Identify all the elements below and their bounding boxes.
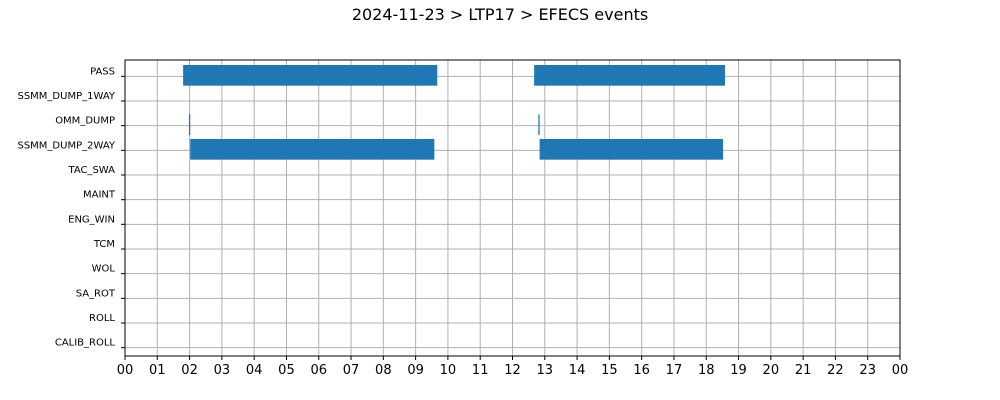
event-bar (539, 139, 724, 160)
y-tick-label: WOL (92, 264, 116, 275)
event-bars (183, 65, 725, 160)
x-tick-label: 00 (892, 363, 909, 378)
x-tick-label: 17 (666, 363, 683, 378)
x-tick-label: 22 (827, 363, 844, 378)
x-tick-label: 13 (537, 363, 554, 378)
x-tick-label: 19 (730, 363, 747, 378)
y-tick-label: CALIB_ROLL (55, 338, 116, 349)
y-tick-label: SA_ROT (76, 288, 116, 299)
x-tick-label: 04 (246, 363, 263, 378)
x-tick-label: 06 (310, 363, 327, 378)
x-tick-label: 21 (795, 363, 812, 378)
x-tick-label: 08 (375, 363, 392, 378)
y-axis: PASS SSMM_DUMP_1WAY OMM_DUMP SSMM_DUMP_2WAY… (17, 66, 125, 349)
y-tick-label: SSMM_DUMP_1WAY (17, 91, 115, 102)
x-tick-label: 03 (214, 363, 231, 378)
x-tick-label: 12 (504, 363, 521, 378)
y-tick-label: ENG_WIN (68, 214, 115, 225)
x-tick-label: 00 (117, 363, 134, 378)
x-tick-label: 10 (440, 363, 457, 378)
x-tick-label: 07 (343, 363, 360, 378)
x-tick-label: 11 (472, 363, 489, 378)
event-bar (190, 139, 435, 160)
x-tick-label: 20 (763, 363, 780, 378)
x-tick-label: 05 (278, 363, 295, 378)
chart-title: 2024-11-23 > LTP17 > EFECS events (351, 5, 649, 24)
x-tick-label: 16 (633, 363, 650, 378)
y-tick-label: SSMM_DUMP_2WAY (17, 140, 115, 151)
x-tick-label: 15 (601, 363, 618, 378)
event-bar (538, 114, 540, 135)
y-tick-label: ROLL (89, 313, 115, 324)
x-tick-label: 14 (569, 363, 586, 378)
x-axis: 00 01 02 03 04 05 06 07 08 09 10 11 12 13 14 15 16 17 18 19… (117, 356, 909, 378)
x-tick-label: 01 (149, 363, 166, 378)
grid-lines (124, 60, 901, 356)
event-bar (188, 114, 191, 135)
y-tick-label: TAC_SWA (67, 165, 115, 176)
event-bar (183, 65, 438, 86)
y-tick-label: OMM_DUMP (55, 116, 115, 127)
x-tick-label: 23 (859, 363, 876, 378)
y-tick-label: PASS (90, 66, 115, 77)
x-tick-label: 18 (698, 363, 715, 378)
event-bar (534, 65, 725, 86)
y-tick-label: TCM (93, 239, 115, 250)
y-tick-label: MAINT (83, 190, 116, 201)
x-tick-label: 09 (407, 363, 424, 378)
x-tick-label: 02 (181, 363, 198, 378)
